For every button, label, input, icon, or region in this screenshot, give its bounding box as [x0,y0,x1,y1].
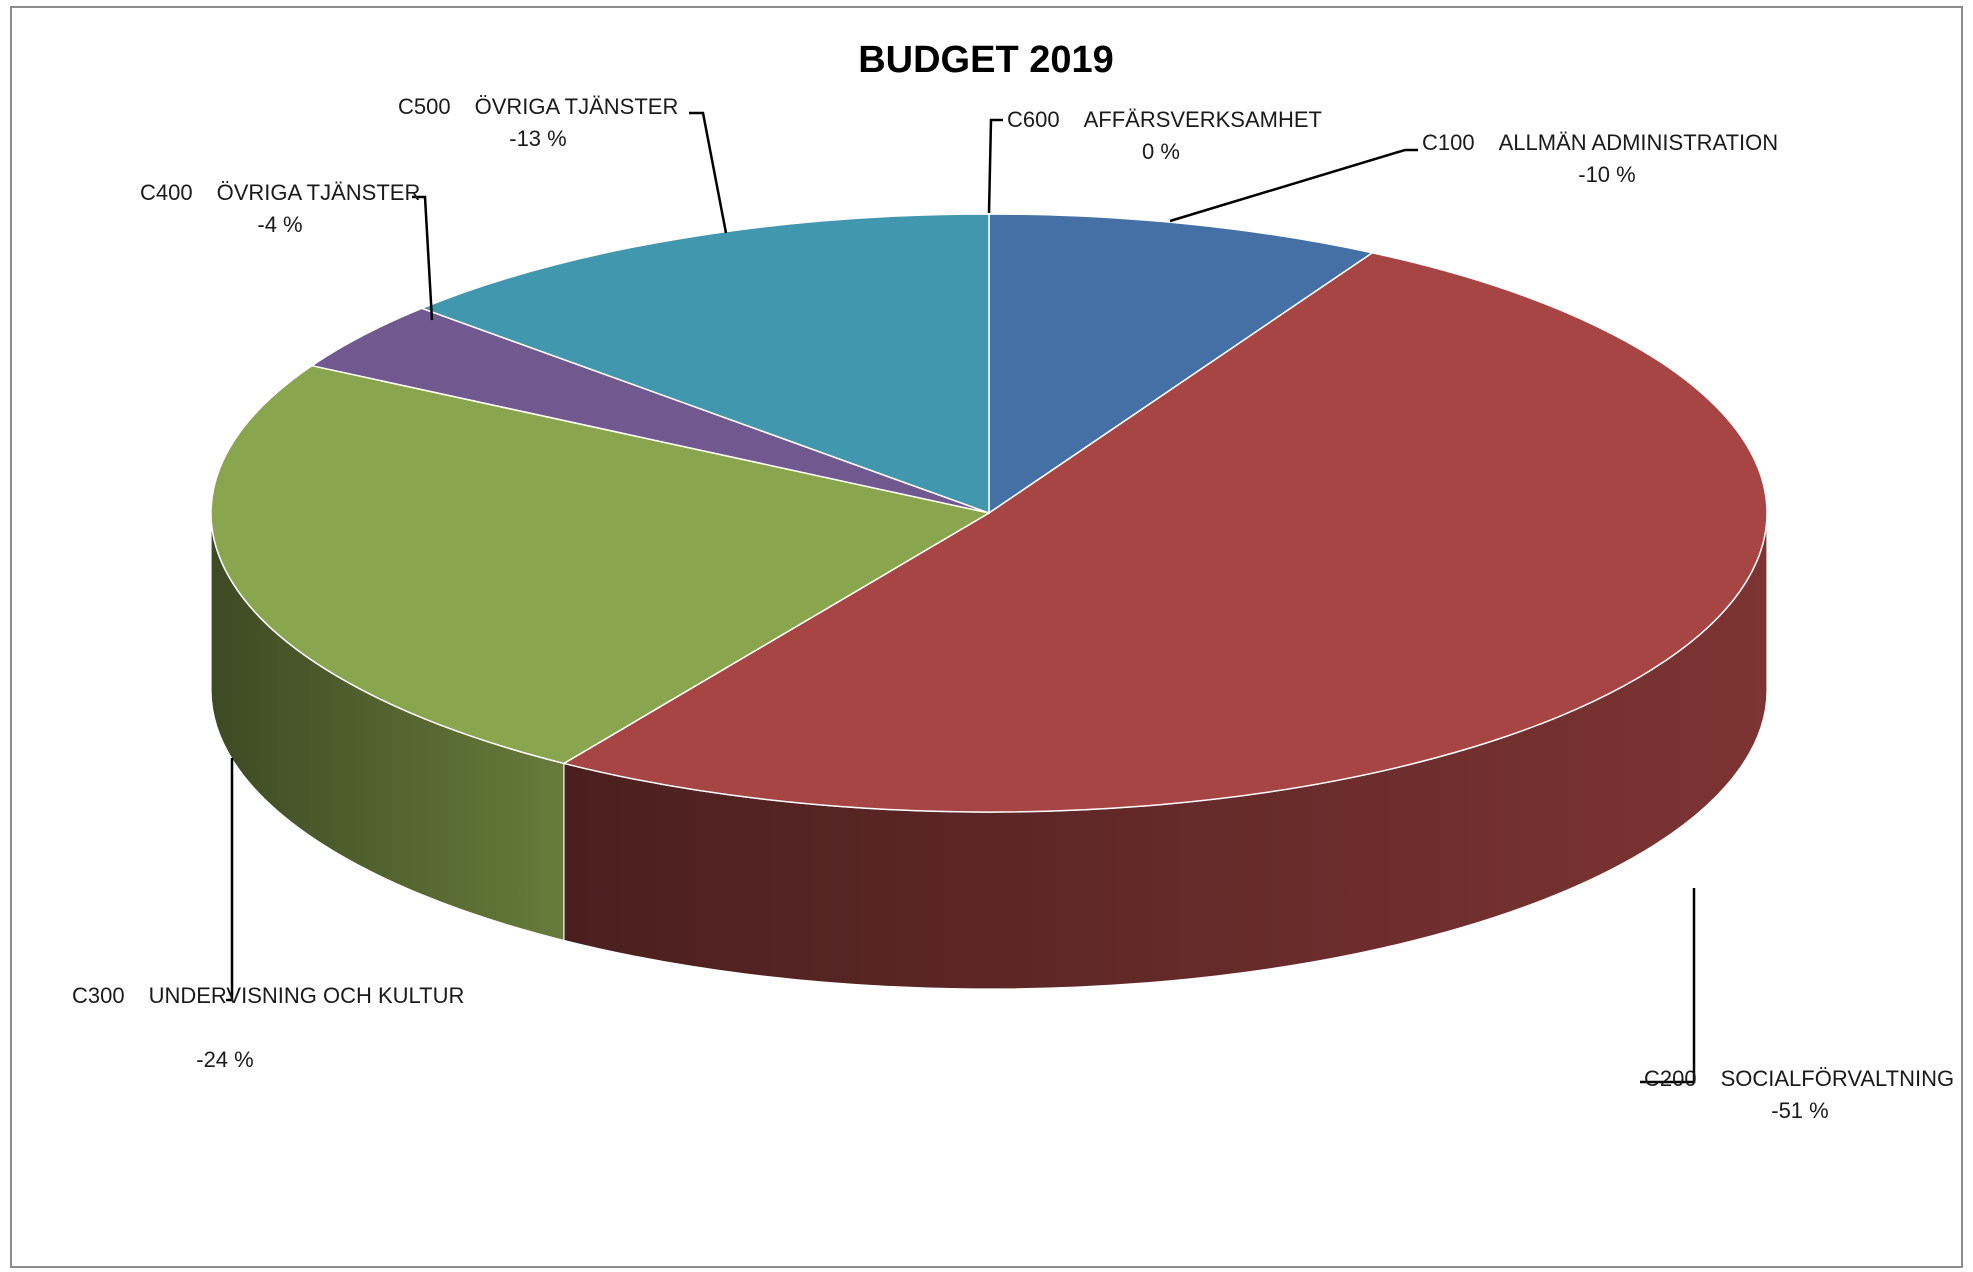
slice-code: C300 [72,983,125,1008]
slice-name: SOCIALFÖRVALTNING [1721,1066,1955,1091]
leader-line-c600 [987,118,1003,214]
slice-name: ALLMÄN ADMINISTRATION [1499,130,1779,155]
slice-code: C600 [1007,107,1060,132]
slice-code: C100 [1422,130,1475,155]
slice-label-c600: C600 AFFÄRSVERKSAMHET [1007,107,1322,132]
chart-title: BUDGET 2019 [858,39,1114,81]
slice-percent-c100: -10 % [1578,162,1635,187]
slice-percent-c200: -51 % [1771,1098,1828,1123]
slice-percent-c300: -24 % [196,1047,253,1072]
slice-name: ÖVRIGA TJÄNSTER [217,180,421,205]
leader-line-c100 [1169,148,1418,223]
slice-code: C400 [140,180,193,205]
leader-line-c200 [1640,888,1696,1084]
slice-percent-c400: -4 % [257,212,302,237]
leader-line-c400 [412,195,434,321]
slice-code: C500 [398,94,451,119]
slice-percent-c500: -13 % [509,126,566,151]
slice-c200 [561,252,1768,813]
slice-c300 [210,364,992,765]
slice-label-c400: C400 ÖVRIGA TJÄNSTER [140,180,420,205]
slice-label-c200: C200 SOCIALFÖRVALTNING [1644,1066,1954,1091]
slice-c100 [988,213,1375,515]
slice-percent-c600: 0 % [1142,139,1180,164]
slice-label-c300: C300 UNDERVISNING OCH KULTUR [72,983,464,1008]
slice-name: AFFÄRSVERKSAMHET [1084,107,1322,132]
leader-line-c300 [226,758,234,1002]
slice-name: UNDERVISNING OCH KULTUR [149,983,465,1008]
slice-label-c500: C500 ÖVRIGA TJÄNSTER [398,94,678,119]
leader-line-c500 [689,111,728,234]
slice-code: C200 [1644,1066,1697,1091]
slice-c500 [419,213,990,515]
slice-name: ÖVRIGA TJÄNSTER [475,94,679,119]
slice-label-c100: C100 ALLMÄN ADMINISTRATION [1422,130,1778,155]
